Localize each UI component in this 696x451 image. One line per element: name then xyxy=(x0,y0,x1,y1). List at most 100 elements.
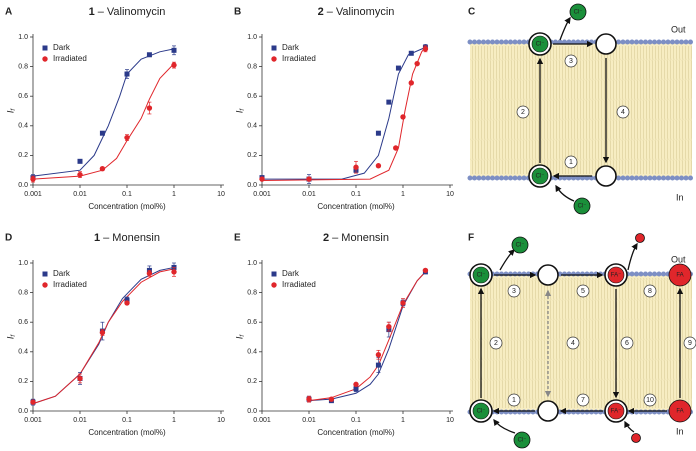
step-number: 2 xyxy=(521,109,525,116)
panel-letter: B xyxy=(234,7,241,18)
title-text: – Valinomycin xyxy=(98,6,166,18)
data-point xyxy=(353,381,359,388)
legend-marker xyxy=(271,56,277,62)
arrow xyxy=(559,16,571,41)
x-tick-label: 1 xyxy=(401,191,405,198)
x-tick-label: 1 xyxy=(172,191,176,198)
x-axis-label: Concentration (mol%) xyxy=(88,202,166,211)
x-tick-label: 10 xyxy=(217,191,225,198)
step-marker xyxy=(616,105,630,119)
y-tick-label: 0.0 xyxy=(18,182,28,189)
step-marker xyxy=(576,284,590,298)
data-point xyxy=(400,114,406,120)
ion-label: FA xyxy=(676,273,683,279)
y-tick-label: 0.6 xyxy=(247,93,257,100)
data-point xyxy=(395,65,401,71)
data-point xyxy=(393,145,399,151)
step-marker xyxy=(683,336,696,350)
y-axis-label: If xyxy=(234,108,245,114)
arrow xyxy=(493,418,516,434)
data-point xyxy=(328,396,335,402)
ion-label: Cl⁻ xyxy=(574,10,583,16)
ion-label: FA⁻ xyxy=(611,273,622,279)
y-tick-label: 0.0 xyxy=(18,408,28,415)
data-point xyxy=(375,163,382,169)
legend-marker xyxy=(42,271,48,277)
data-point xyxy=(422,46,429,52)
legend-label: Irradiated xyxy=(282,54,316,63)
empty-carrier xyxy=(537,400,559,422)
legend-marker xyxy=(271,45,277,51)
fit-curve xyxy=(308,271,426,402)
data-point xyxy=(77,158,83,164)
x-axis-label: Concentration (mol%) xyxy=(317,202,395,211)
step-marker xyxy=(516,105,530,119)
lipid-tails xyxy=(470,46,692,174)
fit-curve xyxy=(32,268,175,405)
data-point xyxy=(146,105,153,111)
compound-number: 2 xyxy=(323,232,329,244)
x-tick-label: 0.1 xyxy=(122,417,132,424)
data-point xyxy=(171,47,177,53)
free-ion xyxy=(511,236,529,254)
fit-curve xyxy=(308,271,426,402)
title-text: – Monensin xyxy=(332,232,389,244)
step-number: 1 xyxy=(512,397,516,404)
data-point xyxy=(124,71,130,77)
step-marker xyxy=(643,284,657,298)
x-tick-label: 10 xyxy=(217,417,225,424)
empty-carrier xyxy=(537,264,559,286)
empty-carrier xyxy=(595,165,617,187)
y-axis-label-subscript: f xyxy=(240,108,246,111)
y-tick-label: 0.0 xyxy=(247,408,257,415)
step-number: 4 xyxy=(571,340,575,347)
y-tick-label: 0.2 xyxy=(18,378,28,385)
y-tick-label: 0.2 xyxy=(18,152,28,159)
ion-label: Cl⁻ xyxy=(477,273,486,279)
data-point xyxy=(99,130,105,136)
y-tick-label: 0.4 xyxy=(247,349,257,356)
ion-label: Cl⁻ xyxy=(518,438,527,444)
panel-letter: D xyxy=(5,233,12,244)
arrow xyxy=(624,420,635,433)
legend-marker xyxy=(271,282,277,288)
step-marker xyxy=(643,393,657,407)
side-label: In xyxy=(676,192,684,202)
data-point xyxy=(146,52,152,58)
ion-label: Cl⁻ xyxy=(516,243,525,249)
data-point xyxy=(408,50,414,56)
y-tick-label: 0.4 xyxy=(247,123,257,130)
y-tick-label: 0.8 xyxy=(247,63,257,70)
data-point xyxy=(408,80,414,86)
ion xyxy=(472,266,490,284)
side-label: Out xyxy=(671,24,686,34)
compound-number: 2 xyxy=(318,6,324,18)
legend-label: Dark xyxy=(282,43,300,52)
x-tick-label: 0.1 xyxy=(351,417,361,424)
ion xyxy=(472,402,490,420)
x-tick-label: 0.1 xyxy=(122,191,132,198)
step-number: 10 xyxy=(646,397,654,404)
data-point xyxy=(375,352,382,358)
compound-number: 1 xyxy=(89,6,95,18)
arrow xyxy=(499,249,515,271)
x-tick-label: 1 xyxy=(172,417,176,424)
step-number: 3 xyxy=(569,58,573,65)
y-tick-label: 1.0 xyxy=(247,260,257,267)
side-label: Out xyxy=(671,254,686,264)
y-tick-label: 0.8 xyxy=(18,63,28,70)
data-point xyxy=(30,176,36,182)
chart-title: 1– Valinomycin xyxy=(89,6,166,18)
y-tick-label: 0.6 xyxy=(18,93,28,100)
x-axis-label: Concentration (mol%) xyxy=(317,428,395,437)
data-point xyxy=(124,297,130,303)
free-ion xyxy=(668,399,692,423)
data-point xyxy=(30,399,36,405)
chart-title: 1– Monensin xyxy=(94,232,160,244)
y-tick-label: 0.8 xyxy=(18,289,28,296)
y-tick-label: 0.2 xyxy=(247,152,257,159)
y-tick-label: 1.0 xyxy=(18,260,28,267)
step-number: 2 xyxy=(494,340,498,347)
arrow xyxy=(627,242,638,271)
